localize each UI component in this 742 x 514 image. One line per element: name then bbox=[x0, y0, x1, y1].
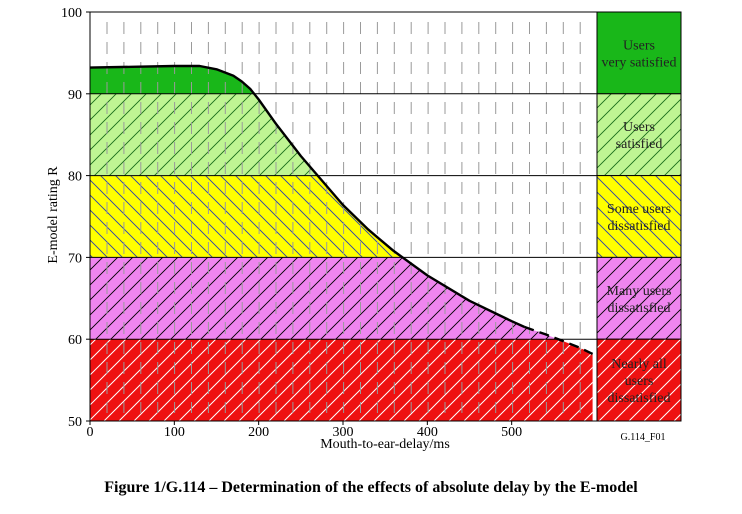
curve-dashed bbox=[523, 325, 594, 355]
band-label-1: Users satisfied bbox=[616, 120, 663, 152]
x-axis-label: Mouth-to-ear-delay/ms bbox=[320, 437, 450, 452]
y-tick-label: 70 bbox=[68, 251, 82, 266]
figure-id: G.114_F01 bbox=[621, 432, 666, 443]
y-axis-label: E-model rating R bbox=[46, 166, 61, 264]
x-tick-label: 0 bbox=[87, 425, 94, 440]
y-tick-label: 60 bbox=[68, 333, 82, 348]
rating-bands bbox=[90, 12, 597, 421]
y-tick-label: 100 bbox=[61, 6, 82, 21]
x-tick-label: 300 bbox=[333, 425, 354, 440]
band-label-2: Some users dissatisfied bbox=[607, 202, 671, 234]
x-tick-label: 200 bbox=[248, 425, 269, 440]
y-tick-label: 80 bbox=[68, 170, 82, 185]
x-tick-label: 100 bbox=[164, 425, 185, 440]
band-label-4: Nearly all users dissatisfied bbox=[608, 357, 671, 406]
x-tick-label: 500 bbox=[501, 425, 522, 440]
band-label-0: Users very satisfied bbox=[601, 38, 676, 70]
curve-solid bbox=[89, 64, 525, 328]
band-labels: Users very satisfied Users satisfied Some us… bbox=[596, 11, 682, 422]
legend-cell-0 bbox=[597, 12, 681, 94]
figure-caption: Figure 1/G.114 – Determination of the ef… bbox=[104, 479, 638, 496]
x-tick-label: 400 bbox=[417, 425, 438, 440]
delay-curve bbox=[89, 64, 594, 355]
y-tick-label: 50 bbox=[68, 415, 82, 430]
grid-lines bbox=[90, 22, 597, 422]
axis-ticks: 50 60 70 80 90 100 0 100 200 300 400 500 bbox=[61, 6, 522, 440]
y-tick-label: 90 bbox=[68, 88, 82, 103]
band-label-3: Many users dissatisfied bbox=[607, 284, 672, 316]
